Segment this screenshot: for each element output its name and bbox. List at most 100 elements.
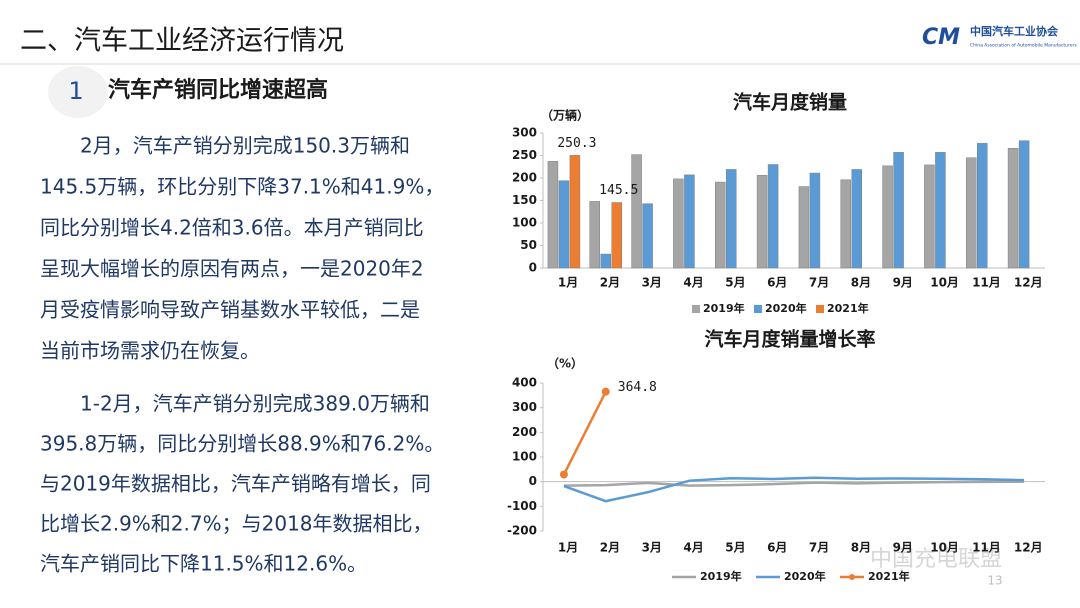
y-tick-label: -100 — [507, 499, 537, 513]
marker — [559, 470, 568, 479]
x-tick-label: 1月 — [558, 276, 578, 290]
x-tick-label: 4月 — [683, 276, 703, 290]
watermark: 中国充电联盟 — [870, 547, 1002, 572]
y-tick-label: -200 — [507, 524, 537, 538]
y-tick-label: 0 — [529, 474, 537, 488]
y-axis-unit: （万辆） — [541, 108, 589, 123]
bar — [589, 201, 600, 269]
paragraph-line: 1-2月，汽车产销分别完成389.0万辆和 — [80, 392, 430, 416]
x-tick-label: 3月 — [642, 541, 662, 555]
section-heading: 汽车产销同比增速超高 — [108, 77, 328, 103]
y-tick-label: 100 — [512, 216, 537, 230]
line — [563, 476, 1025, 503]
section-badge — [48, 66, 108, 118]
y-tick-label: 0 — [529, 261, 537, 275]
bar — [1007, 148, 1019, 269]
legend-marker — [849, 574, 855, 580]
x-tick-label: 9月 — [893, 276, 913, 290]
x-tick-label: 7月 — [809, 276, 829, 290]
bar — [631, 154, 642, 269]
y-tick-label: 400 — [512, 376, 537, 390]
bar — [684, 174, 695, 269]
line — [562, 391, 607, 476]
x-tick-label: 11月 — [972, 541, 1001, 555]
x-tick-label: 5月 — [725, 276, 745, 290]
x-tick-label: 5月 — [725, 541, 745, 555]
bar — [893, 152, 904, 269]
paragraph-line: 2月，汽车产销分别完成150.3万辆和 — [80, 134, 410, 158]
bar — [966, 157, 977, 269]
slide-title: 二、汽车工业经济运行情况 — [20, 26, 344, 57]
y-tick-label: 250 — [512, 148, 537, 162]
page-number: 13 — [987, 574, 1002, 588]
legend-label: 2021年 — [827, 301, 869, 315]
x-tick-label: 2月 — [600, 276, 620, 290]
bar — [726, 169, 737, 269]
x-tick-label: 8月 — [851, 276, 871, 290]
bar — [851, 169, 862, 269]
x-tick-label: 8月 — [851, 541, 871, 555]
logo-mark: CM — [922, 25, 960, 50]
section-number: 1 — [68, 77, 83, 105]
x-tick-label: 11月 — [972, 276, 1001, 290]
y-tick-label: 150 — [512, 193, 537, 207]
data-label: 145.5 — [599, 183, 638, 198]
bar — [558, 180, 570, 269]
y-tick-label: 300 — [512, 126, 537, 140]
bar — [840, 179, 851, 269]
bar — [798, 186, 810, 269]
x-tick-label: 3月 — [642, 276, 662, 290]
bar — [882, 165, 893, 269]
y-tick-label: 50 — [520, 238, 537, 252]
logo-english: China Association of Automobile Manufact… — [970, 43, 1077, 49]
paragraph-line: 当前市场需求仍在恢复。 — [40, 339, 260, 363]
bar — [611, 202, 622, 269]
bar — [600, 253, 611, 269]
x-tick-label: 7月 — [809, 541, 829, 555]
paragraph-line: 月受疫情影响导致产销基数水平较低，二是 — [40, 298, 420, 322]
x-tick-label: 9月 — [893, 541, 913, 555]
bar — [767, 164, 779, 269]
paragraph-line: 与2019年数据相比，汽车产销略有增长，同 — [40, 472, 431, 496]
legend-swatch — [692, 305, 700, 313]
y-tick-label: 200 — [512, 425, 537, 439]
bar — [935, 152, 946, 269]
x-tick-label: 12月 — [1014, 541, 1043, 555]
marker — [601, 387, 610, 396]
bar — [642, 203, 653, 269]
paragraph-line: 比增长2.9%和2.7%；与2018年数据相比， — [40, 512, 433, 536]
paragraph-line: 呈现大幅增长的原因有两点，一是2020年2 — [40, 257, 424, 281]
y-tick-label: 100 — [512, 450, 537, 464]
bar — [756, 175, 768, 269]
legend-label: 2020年 — [784, 569, 826, 583]
data-label: 250.3 — [557, 136, 596, 151]
paragraph-line: 汽车产销同比下降11.5%和12.6%。 — [40, 552, 367, 576]
legend-label: 2019年 — [703, 301, 745, 315]
bar — [569, 155, 581, 269]
y-tick-label: 200 — [512, 171, 537, 185]
x-tick-label: 10月 — [930, 541, 959, 555]
legend-label: 2019年 — [700, 569, 742, 583]
x-tick-label: 6月 — [767, 276, 787, 290]
chart-title: 汽车月度销量 — [733, 91, 847, 114]
x-tick-label: 1月 — [558, 541, 578, 555]
legend-swatch — [816, 305, 824, 313]
legend-swatch — [754, 305, 762, 313]
bar — [1018, 140, 1030, 269]
bar — [547, 161, 559, 269]
y-tick-label: 300 — [512, 400, 537, 414]
legend-label: 2021年 — [868, 569, 910, 583]
logo-name: 中国汽车工业协会 — [970, 24, 1059, 38]
y-axis-unit: （%） — [547, 356, 583, 371]
bar — [924, 164, 935, 269]
chart-title: 汽车月度销量增长率 — [704, 328, 875, 351]
bar — [977, 143, 988, 269]
x-tick-label: 2月 — [600, 541, 620, 555]
legend-label: 2020年 — [765, 301, 807, 315]
paragraph-line: 145.5万辆，环比分别下降37.1%和41.9%， — [40, 175, 444, 199]
bar — [673, 178, 684, 269]
x-tick-label: 4月 — [683, 541, 703, 555]
bar — [809, 172, 821, 269]
x-tick-label: 12月 — [1014, 276, 1043, 290]
